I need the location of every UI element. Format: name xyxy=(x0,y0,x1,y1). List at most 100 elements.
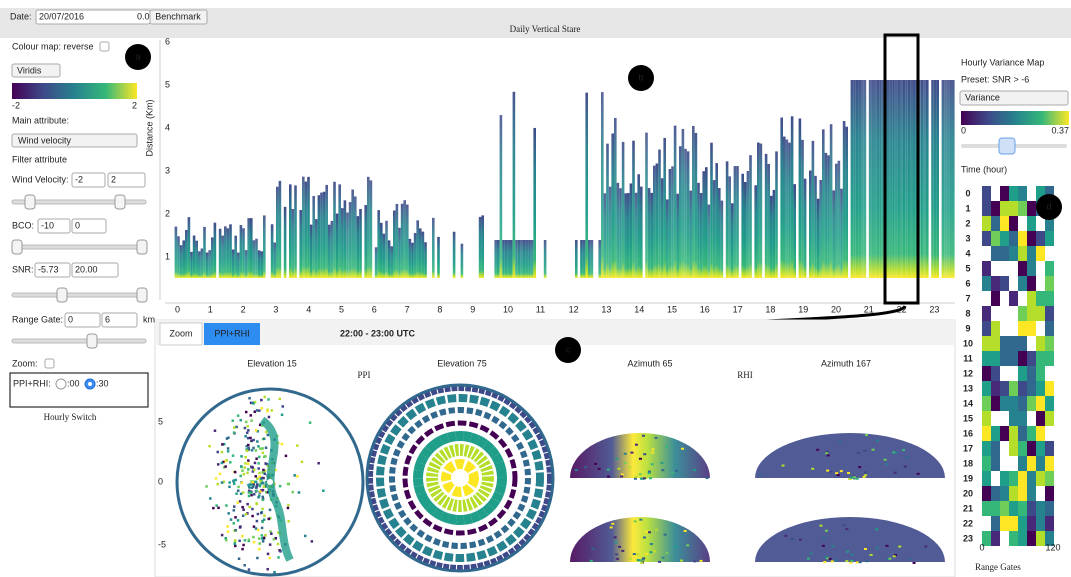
curtain-column xyxy=(325,185,328,278)
radio-00[interactable] xyxy=(56,379,66,389)
ppi-pixel xyxy=(269,557,272,560)
slider-handle[interactable] xyxy=(25,195,35,209)
range-max: 6 xyxy=(105,314,110,324)
curtain-column xyxy=(588,240,591,278)
ppi-pixel xyxy=(248,486,251,489)
hour-label[interactable]: 12 xyxy=(963,368,973,378)
curtain-column xyxy=(783,137,786,278)
hour-label[interactable]: 17 xyxy=(963,443,973,453)
slider-handle[interactable] xyxy=(137,288,147,302)
curtain-column xyxy=(622,142,625,278)
ppi-pixel xyxy=(243,466,246,469)
ppi-pixel xyxy=(258,548,261,551)
hour-label[interactable]: 22 xyxy=(963,518,973,528)
rhi-pixel xyxy=(888,558,891,560)
hour-label[interactable]: 14 xyxy=(963,398,973,408)
curtain-column xyxy=(609,187,612,278)
variance-cell xyxy=(1018,396,1027,411)
variance-cell xyxy=(1000,381,1009,396)
ppi-pixel xyxy=(256,440,259,443)
bco-max: 0 xyxy=(75,220,80,230)
rhi-pixel xyxy=(645,553,648,555)
variance-cell xyxy=(1036,306,1045,321)
ppi-pixel xyxy=(257,462,260,465)
slider-handle[interactable] xyxy=(57,288,67,302)
ppi-pixel xyxy=(233,479,236,482)
rhi-pixel xyxy=(826,470,829,472)
curtain-column xyxy=(513,92,516,278)
curtain-column xyxy=(318,195,321,278)
hour-label[interactable]: 8 xyxy=(965,308,970,318)
hour-label[interactable]: 4 xyxy=(965,248,970,258)
variance-cell xyxy=(1000,216,1009,231)
hour-label[interactable]: 15 xyxy=(963,413,973,423)
variance-handle[interactable] xyxy=(999,138,1015,154)
curtain-column xyxy=(331,221,334,278)
hour-label[interactable]: 7 xyxy=(965,293,970,303)
curtain-column xyxy=(182,240,185,278)
ppi-pixel xyxy=(257,513,260,516)
hour-label[interactable]: 1 xyxy=(965,203,970,213)
rhi-pixel xyxy=(913,562,916,564)
y-tick-label: 1 xyxy=(165,251,170,261)
ppi-pixel xyxy=(264,534,267,537)
rhi-pixel xyxy=(865,434,868,436)
slider-handle[interactable] xyxy=(137,240,147,254)
curtain-column xyxy=(240,225,243,278)
ppi-pixel xyxy=(265,431,268,434)
hour-label[interactable]: 0 xyxy=(965,188,970,198)
rhi-pixel xyxy=(837,474,840,476)
ppi-pixel xyxy=(249,437,252,440)
curtain-column xyxy=(346,213,349,278)
hour-label[interactable]: 2 xyxy=(965,218,970,228)
hour-label[interactable]: 9 xyxy=(965,323,970,333)
ppi-pixel xyxy=(217,507,220,510)
slider-handle[interactable] xyxy=(87,334,97,348)
rhi-pixel xyxy=(634,476,637,478)
curtain-column xyxy=(669,169,672,278)
ppi-pixel xyxy=(277,543,280,546)
ppi-pixel xyxy=(246,450,249,453)
slider-handle[interactable] xyxy=(12,240,22,254)
hour-label[interactable]: 16 xyxy=(963,428,973,438)
hour-label[interactable]: 23 xyxy=(963,533,973,543)
curtain-column xyxy=(825,153,828,278)
hour-label[interactable]: 19 xyxy=(963,473,973,483)
variance-cell xyxy=(1009,426,1018,441)
hour-label[interactable]: 6 xyxy=(965,278,970,288)
reverse-checkbox[interactable] xyxy=(100,42,109,51)
rhi-pixel xyxy=(617,468,620,470)
ppi-pixel xyxy=(261,534,264,537)
curtain-column xyxy=(760,144,763,278)
zoom-checkbox[interactable] xyxy=(45,359,54,368)
curtain-column xyxy=(942,80,945,278)
variance-cell xyxy=(1009,246,1018,261)
hour-label[interactable]: 18 xyxy=(963,458,973,468)
ppi-pixel xyxy=(277,556,280,559)
hour-label[interactable]: 21 xyxy=(963,503,973,513)
hour-label[interactable]: 3 xyxy=(965,233,970,243)
curtain-column xyxy=(292,209,295,278)
hour-label[interactable]: 10 xyxy=(963,338,973,348)
x-tick-label: 11 xyxy=(536,304,545,314)
variance-cell xyxy=(1000,186,1009,201)
ppi-pixel xyxy=(239,500,242,503)
bco-label: BCO: xyxy=(12,220,34,230)
hour-label[interactable]: 11 xyxy=(963,353,973,363)
ppi-caption: PPI xyxy=(357,370,370,380)
curtain-column xyxy=(523,240,526,278)
hour-label[interactable]: 5 xyxy=(965,263,970,273)
hour-label[interactable]: 20 xyxy=(963,488,973,498)
slider-handle[interactable] xyxy=(115,195,125,209)
curtain-column xyxy=(604,193,607,278)
ppi-pixel xyxy=(257,496,260,499)
variance-cell xyxy=(1036,366,1045,381)
curtain-column xyxy=(544,240,547,278)
hour-label[interactable]: 13 xyxy=(963,383,973,393)
rhi-pixel xyxy=(648,471,651,473)
curtain-column xyxy=(736,166,739,278)
range-unit: km xyxy=(143,314,155,324)
curtain-column xyxy=(853,80,856,278)
curtain-column xyxy=(232,250,235,278)
ppi-pixel xyxy=(221,481,224,484)
